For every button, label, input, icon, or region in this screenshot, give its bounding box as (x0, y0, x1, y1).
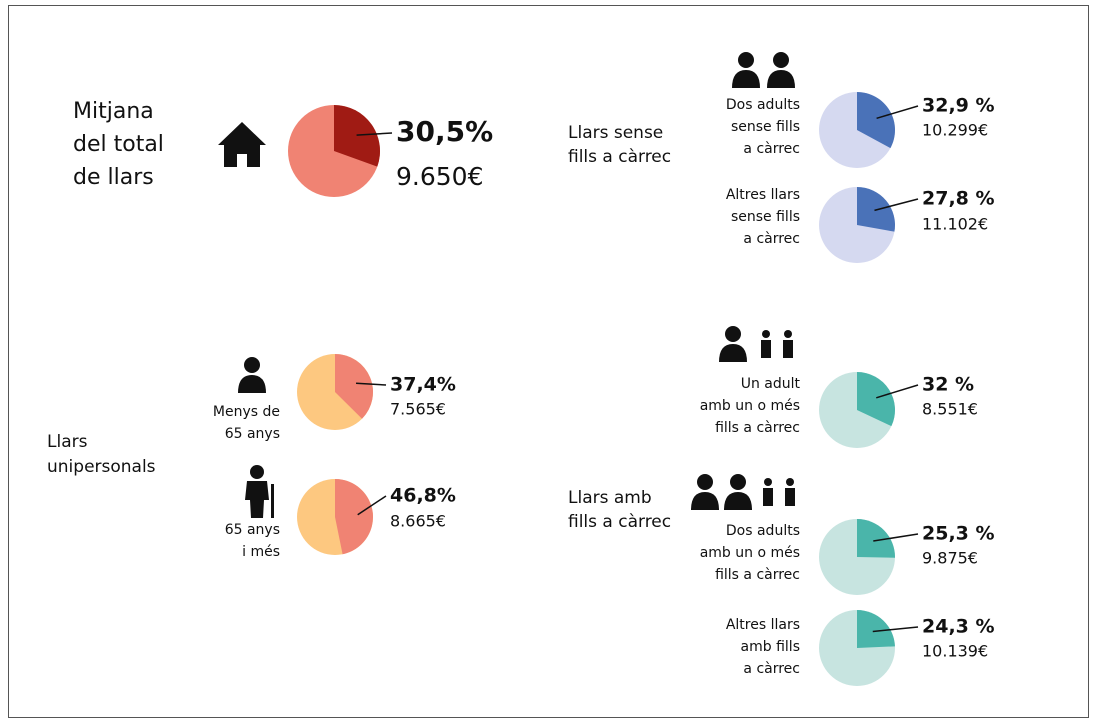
leader-line (356, 132, 393, 136)
pie-slice (857, 519, 895, 558)
elder-icon (250, 465, 264, 479)
group-title: unipersonals (47, 457, 156, 477)
adult-icon (732, 70, 760, 88)
value-label: 46,8% (390, 485, 456, 507)
amount-label: 10.139€ (922, 642, 988, 661)
value-label: 25,3 % (922, 523, 995, 545)
pie-label: a càrrec (743, 141, 800, 157)
children-icon (761, 330, 793, 358)
frame (8, 5, 1089, 718)
pie-label: Dos adults (726, 97, 800, 113)
pie-label: amb un o més (700, 398, 800, 414)
icons (218, 52, 795, 518)
adult-icon (724, 492, 752, 510)
leader-line (357, 495, 387, 516)
pie-label: amb un o més (700, 545, 800, 561)
amount-label: 11.102€ (922, 215, 988, 234)
group-title: Mitjana (73, 99, 154, 124)
pie-slice (335, 479, 373, 555)
pie-label: Dos adults (726, 523, 800, 539)
pie-label: Un adult (741, 376, 801, 392)
pie-slice (335, 354, 374, 419)
adult-icon (738, 52, 754, 68)
house-icon (218, 122, 266, 167)
leader-line (873, 533, 919, 542)
pie-label: Altres llars (726, 617, 800, 633)
group-title: fills a càrrec (568, 147, 671, 167)
adult-icon (697, 474, 713, 490)
amount-label: 9.650€ (396, 162, 483, 191)
adult-icon (244, 357, 260, 373)
group-title: Llars amb (568, 488, 652, 508)
amount-label: 8.551€ (922, 400, 978, 419)
adult-icon (767, 70, 795, 88)
adult-icon (691, 492, 719, 510)
pie-slice (857, 610, 895, 648)
value-label: 27,8 % (922, 188, 995, 210)
leader-line (355, 382, 387, 386)
pie-label: amb fills (741, 639, 800, 655)
pie-label: fills a càrrec (715, 567, 800, 583)
value-label: 37,4% (390, 374, 456, 396)
value-label: 24,3 % (922, 616, 995, 638)
adult-icon (238, 375, 266, 393)
adult-icon (773, 52, 789, 68)
pie-label: Menys de (213, 404, 280, 420)
pie-label: a càrrec (743, 661, 800, 677)
cane-icon (271, 484, 274, 518)
pie-label: fills a càrrec (715, 420, 800, 436)
value-label: 32,9 % (922, 95, 995, 117)
amount-label: 9.875€ (922, 549, 978, 568)
adult-icon (730, 474, 746, 490)
pie-label: i més (242, 544, 280, 560)
value-label: 30,5% (396, 115, 493, 148)
children-icon (763, 478, 795, 506)
value-label: 32 % (922, 374, 974, 396)
group-title: fills a càrrec (568, 512, 671, 532)
group-title: del total (73, 132, 164, 157)
amount-label: 7.565€ (390, 400, 446, 419)
adult-icon (719, 344, 747, 362)
pie-label: sense fills (731, 209, 800, 225)
leader-line (876, 384, 919, 399)
amount-label: 8.665€ (390, 512, 446, 531)
leader-line (872, 626, 919, 633)
group-title: de llars (73, 165, 154, 190)
pie-label: 65 anys (225, 522, 280, 538)
pie-label: Altres llars (726, 187, 800, 203)
leader-line (874, 198, 919, 212)
pie-label: a càrrec (743, 231, 800, 247)
pie-slice (857, 372, 895, 427)
leader-line (876, 105, 919, 120)
elder-icon (245, 481, 269, 518)
group-title: Llars sense (568, 123, 663, 143)
pie-label: 65 anys (225, 426, 280, 442)
pie-slice (857, 92, 895, 149)
amount-label: 10.299€ (922, 121, 988, 140)
group-title: Llars (47, 432, 88, 452)
pie-label: sense fills (731, 119, 800, 135)
adult-icon (725, 326, 741, 342)
